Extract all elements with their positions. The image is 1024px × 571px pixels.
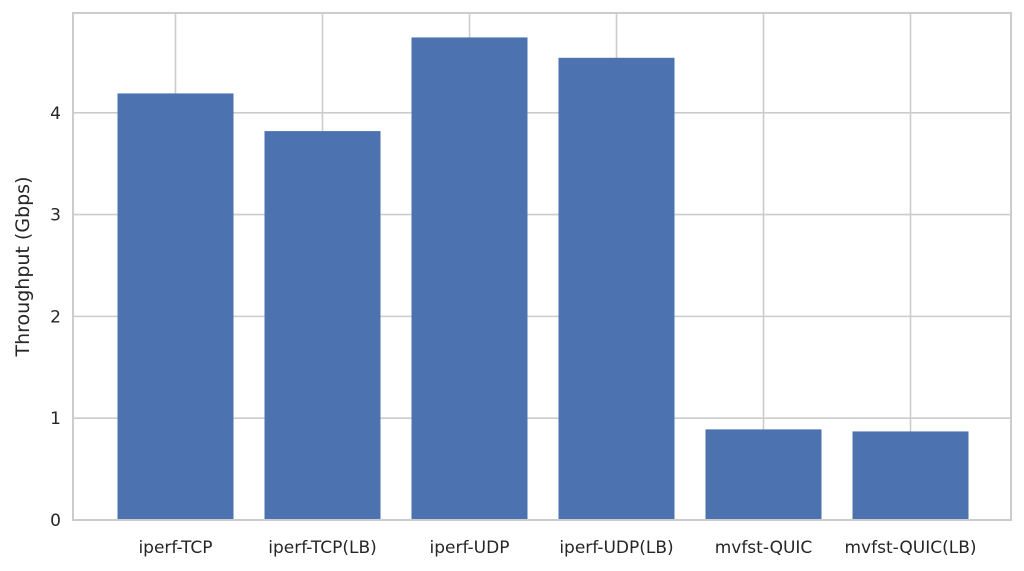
x-tick-label: iperf-TCP(LB): [268, 538, 377, 558]
bar-layer: [117, 37, 969, 521]
y-tick-label: 0: [50, 511, 61, 531]
y-tick-label: 2: [50, 307, 61, 327]
y-axis-label: Throughput (Gbps): [12, 177, 34, 358]
y-tick-label: 1: [50, 409, 61, 429]
bar: [852, 431, 969, 520]
x-tick-label: iperf-UDP: [430, 538, 510, 558]
x-tick-label: iperf-TCP: [138, 538, 212, 558]
bar: [558, 57, 675, 521]
bar: [264, 131, 381, 521]
y-tick-label: 4: [50, 104, 61, 124]
x-tick-labels: iperf-TCP iperf-TCP(LB) iperf-UDP iperf-UDP…: [138, 538, 976, 558]
bar: [705, 429, 822, 520]
x-tick-label: mvfst-QUIC(LB): [845, 538, 977, 558]
y-tick-labels: 0 1 2 3 4: [50, 104, 61, 531]
bar: [117, 93, 234, 521]
plot-frame: [72, 12, 1012, 521]
x-tick-label: mvfst-QUIC: [715, 538, 813, 558]
y-tick-label: 3: [50, 206, 61, 226]
bar: [411, 37, 528, 520]
x-tick-label: iperf-UDP(LB): [559, 538, 673, 558]
